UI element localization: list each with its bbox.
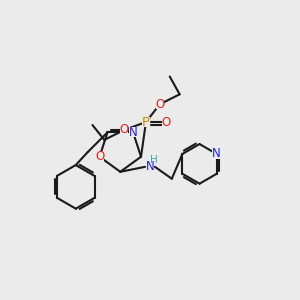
- FancyBboxPatch shape: [162, 117, 170, 127]
- Text: N: N: [212, 148, 221, 160]
- Text: O: O: [161, 116, 170, 129]
- FancyBboxPatch shape: [156, 99, 164, 109]
- Text: N: N: [129, 126, 137, 139]
- FancyBboxPatch shape: [95, 152, 104, 162]
- Text: N: N: [146, 160, 154, 173]
- Text: O: O: [95, 150, 104, 163]
- Text: H: H: [150, 155, 158, 165]
- FancyBboxPatch shape: [142, 117, 150, 127]
- FancyBboxPatch shape: [146, 162, 154, 172]
- FancyBboxPatch shape: [212, 149, 221, 159]
- Text: O: O: [119, 124, 129, 136]
- FancyBboxPatch shape: [120, 125, 128, 135]
- FancyBboxPatch shape: [129, 128, 137, 137]
- Text: O: O: [155, 98, 164, 111]
- Text: P: P: [142, 116, 150, 129]
